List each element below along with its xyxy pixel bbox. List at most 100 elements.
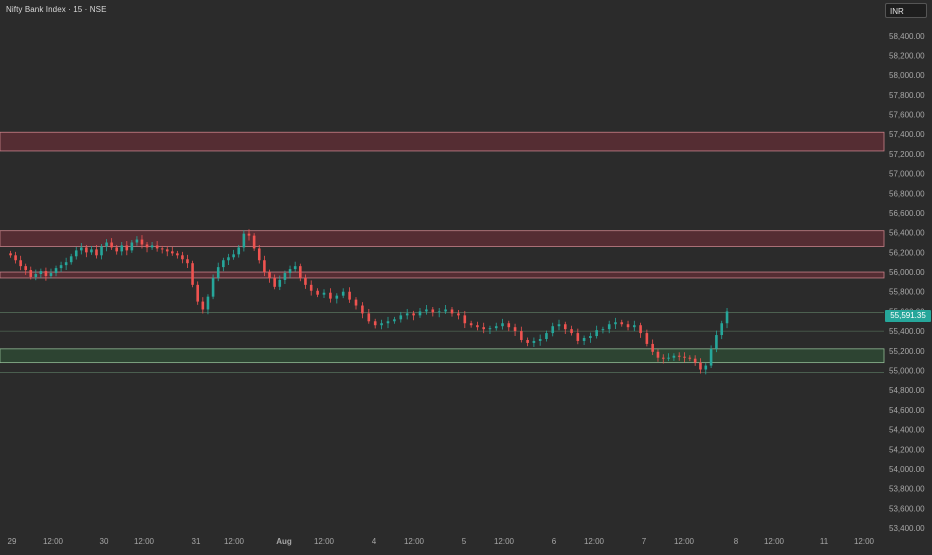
candle-body[interactable]: [463, 315, 467, 324]
resistance-zone[interactable]: [0, 131, 885, 152]
candle-body[interactable]: [425, 309, 428, 312]
candle-body[interactable]: [557, 324, 561, 327]
resistance-zone[interactable]: [0, 271, 885, 279]
candle-body[interactable]: [49, 273, 53, 276]
candle-body[interactable]: [29, 270, 33, 277]
candle-body[interactable]: [69, 256, 73, 263]
candle-body[interactable]: [150, 245, 154, 248]
candle-body[interactable]: [95, 249, 98, 256]
candle-body[interactable]: [335, 295, 339, 299]
candle-body[interactable]: [582, 338, 586, 341]
candle-body[interactable]: [176, 253, 179, 256]
candle-body[interactable]: [125, 245, 129, 251]
candle-body[interactable]: [667, 357, 670, 359]
candle-body[interactable]: [469, 323, 473, 326]
candle-body[interactable]: [645, 333, 649, 344]
candle-body[interactable]: [237, 247, 241, 255]
candle-body[interactable]: [677, 355, 681, 357]
candle-body[interactable]: [322, 292, 326, 295]
candle-body[interactable]: [380, 323, 383, 326]
candle-body[interactable]: [196, 284, 199, 302]
candle-body[interactable]: [288, 269, 292, 274]
candle-body[interactable]: [482, 327, 485, 330]
candle-body[interactable]: [683, 356, 686, 358]
candle-body[interactable]: [115, 247, 118, 252]
candle-body[interactable]: [595, 330, 598, 337]
candle-body[interactable]: [538, 338, 542, 341]
candle-body[interactable]: [90, 249, 93, 253]
candle-body[interactable]: [171, 251, 174, 254]
candle-body[interactable]: [699, 362, 702, 370]
candle-body[interactable]: [570, 329, 573, 334]
candle-body[interactable]: [532, 340, 536, 343]
candle-body[interactable]: [227, 257, 230, 261]
candle-body[interactable]: [563, 324, 567, 330]
candle-body[interactable]: [476, 325, 479, 328]
candle-body[interactable]: [513, 327, 517, 332]
candle-body[interactable]: [268, 272, 271, 278]
candle-body[interactable]: [304, 277, 307, 285]
candle-body[interactable]: [145, 244, 149, 248]
candle-body[interactable]: [399, 315, 403, 320]
candle-body[interactable]: [283, 273, 287, 280]
candle-body[interactable]: [9, 253, 12, 256]
candle-body[interactable]: [299, 266, 302, 278]
candle-body[interactable]: [130, 242, 134, 251]
candle-body[interactable]: [431, 309, 435, 313]
candle-body[interactable]: [651, 343, 654, 352]
candle-body[interactable]: [181, 255, 184, 260]
candle-body[interactable]: [54, 268, 58, 274]
candle-body[interactable]: [361, 305, 364, 314]
candle-body[interactable]: [545, 333, 548, 339]
candle-body[interactable]: [526, 339, 529, 343]
candle-body[interactable]: [633, 325, 636, 328]
candle-body[interactable]: [393, 319, 396, 322]
candle-body[interactable]: [405, 313, 409, 316]
candle-body[interactable]: [14, 255, 17, 261]
candle-body[interactable]: [222, 260, 225, 268]
candle-body[interactable]: [201, 301, 205, 310]
candle-body[interactable]: [626, 324, 630, 328]
candle-body[interactable]: [110, 242, 113, 248]
candle-body[interactable]: [105, 242, 108, 247]
candle-body[interactable]: [709, 348, 713, 366]
candle-body[interactable]: [165, 249, 169, 252]
candle-body[interactable]: [191, 263, 194, 285]
candle-body[interactable]: [457, 313, 460, 316]
candle-body[interactable]: [252, 235, 256, 249]
candle-body[interactable]: [614, 322, 617, 325]
candle-body[interactable]: [74, 250, 78, 257]
candle-body[interactable]: [656, 351, 660, 358]
candle-body[interactable]: [501, 323, 504, 327]
candle-body[interactable]: [693, 358, 697, 363]
candle-body[interactable]: [418, 311, 422, 316]
candle-body[interactable]: [34, 274, 38, 277]
candle-body[interactable]: [551, 326, 555, 334]
candle-body[interactable]: [135, 239, 139, 243]
candle-body[interactable]: [601, 329, 605, 331]
candle-body[interactable]: [309, 284, 313, 291]
candle-body[interactable]: [607, 324, 611, 330]
candle-body[interactable]: [44, 271, 48, 276]
candle-body[interactable]: [688, 357, 692, 359]
candle-body[interactable]: [160, 248, 164, 250]
candle-body[interactable]: [704, 365, 708, 370]
candle-body[interactable]: [341, 291, 345, 296]
candle-body[interactable]: [488, 328, 492, 330]
candle-body[interactable]: [140, 239, 144, 245]
candle-body[interactable]: [639, 325, 642, 334]
candle-body[interactable]: [661, 357, 665, 359]
candle-body[interactable]: [211, 277, 215, 297]
candle-body[interactable]: [257, 248, 261, 261]
candle-body[interactable]: [80, 247, 83, 251]
candle-body[interactable]: [64, 262, 68, 266]
candle-body[interactable]: [242, 233, 246, 248]
candle-body[interactable]: [450, 309, 454, 314]
resistance-zone[interactable]: [0, 230, 885, 247]
candle-body[interactable]: [620, 322, 624, 325]
candle-body[interactable]: [437, 311, 441, 313]
candle-body[interactable]: [206, 296, 210, 310]
candle-body[interactable]: [520, 331, 523, 340]
